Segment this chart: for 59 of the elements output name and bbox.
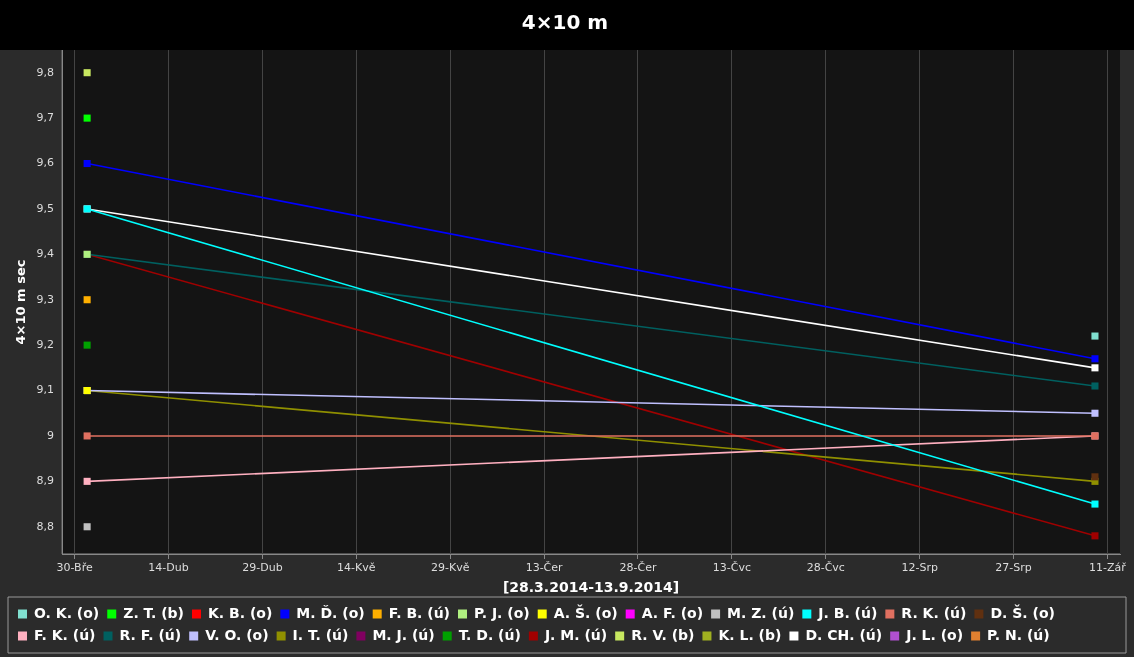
legend-label: J. M. (ú) — [543, 626, 608, 643]
legend-label: O. K. (o) — [34, 604, 100, 621]
legend-label: R. F. (ú) — [119, 626, 182, 643]
legend-label: T. D. (ú) — [458, 626, 521, 643]
x-tick-label: 11-Zář — [1089, 561, 1127, 575]
y-tick-label: 9,8 — [36, 65, 55, 79]
legend-label: R. K. (ú) — [901, 604, 967, 621]
x-tick-label: 13-Čvc — [712, 561, 751, 575]
legend-label: M. Ď. (o) — [296, 604, 365, 621]
x-tick-label: 14-Kvě — [337, 561, 376, 575]
legend-label: I. T. (ú) — [292, 626, 349, 643]
x-tick-label: 30-Bře — [56, 561, 93, 575]
legend-label: R. V. (b) — [631, 626, 695, 643]
y-tick-label: 8,9 — [36, 474, 55, 488]
x-tick-label: 28-Čvc — [806, 561, 845, 575]
y-tick-label: 8,8 — [36, 519, 55, 533]
x-tick-label: 28-Čer — [619, 561, 657, 575]
legend-label: J. B. (ú) — [817, 604, 878, 621]
legend-label: V. O. (o) — [205, 626, 269, 643]
chart-title: 4×10 m — [521, 10, 609, 35]
y-tick-label: 9,1 — [36, 383, 55, 397]
legend-label: M. Z. (ú) — [727, 604, 795, 621]
y-tick-label: 9 — [47, 428, 55, 442]
point — [1091, 409, 1099, 417]
x-tick-label: 13-Čer — [525, 561, 564, 575]
x-tick-label: 27-Srp — [995, 561, 1032, 575]
point — [1091, 364, 1099, 372]
legend-label: K. L. (b) — [718, 626, 782, 643]
legend-label: M. J. (ú) — [372, 626, 435, 643]
legend-label: P. J. (o) — [474, 604, 530, 621]
legend-label: F. B. (ú) — [388, 604, 451, 621]
legend-label: Z. T. (b) — [123, 604, 185, 621]
point — [83, 159, 91, 168]
y-tick-label: 9,3 — [36, 292, 55, 306]
point — [1091, 500, 1099, 508]
point — [83, 432, 91, 440]
point — [1091, 382, 1099, 390]
point — [1091, 532, 1099, 540]
y-axis-title: 4×10 m sec — [13, 259, 29, 345]
legend-label: J. L. (o) — [905, 626, 964, 643]
x-tick-label: 12-Srp — [901, 561, 938, 575]
y-tick-label: 9,4 — [36, 247, 55, 261]
y-tick-label: 9,5 — [36, 201, 55, 215]
point — [1091, 355, 1099, 363]
x-tick-label: 29-Dub — [242, 561, 283, 575]
legend-label: D. CH. (ú) — [805, 626, 883, 643]
legend-label: K. B. (o) — [208, 604, 273, 621]
point — [83, 477, 91, 485]
y-tick-label: 9,7 — [36, 110, 55, 124]
legend-label: F. K. (ú) — [34, 626, 96, 643]
x-axis-title: [28.3.2014-13.9.2014] — [502, 579, 680, 596]
x-tick-label: 14-Dub — [148, 561, 189, 575]
x-tick-label: 29-Kvě — [430, 561, 470, 575]
legend-label: A. Š. (o) — [553, 603, 618, 621]
y-tick-label: 9,6 — [36, 156, 55, 170]
legend-label: A. F. (o) — [641, 604, 704, 621]
legend-label: D. Š. (o) — [990, 603, 1055, 621]
y-tick-label: 9,2 — [36, 337, 55, 351]
legend-label: P. N. (ú) — [987, 626, 1050, 643]
